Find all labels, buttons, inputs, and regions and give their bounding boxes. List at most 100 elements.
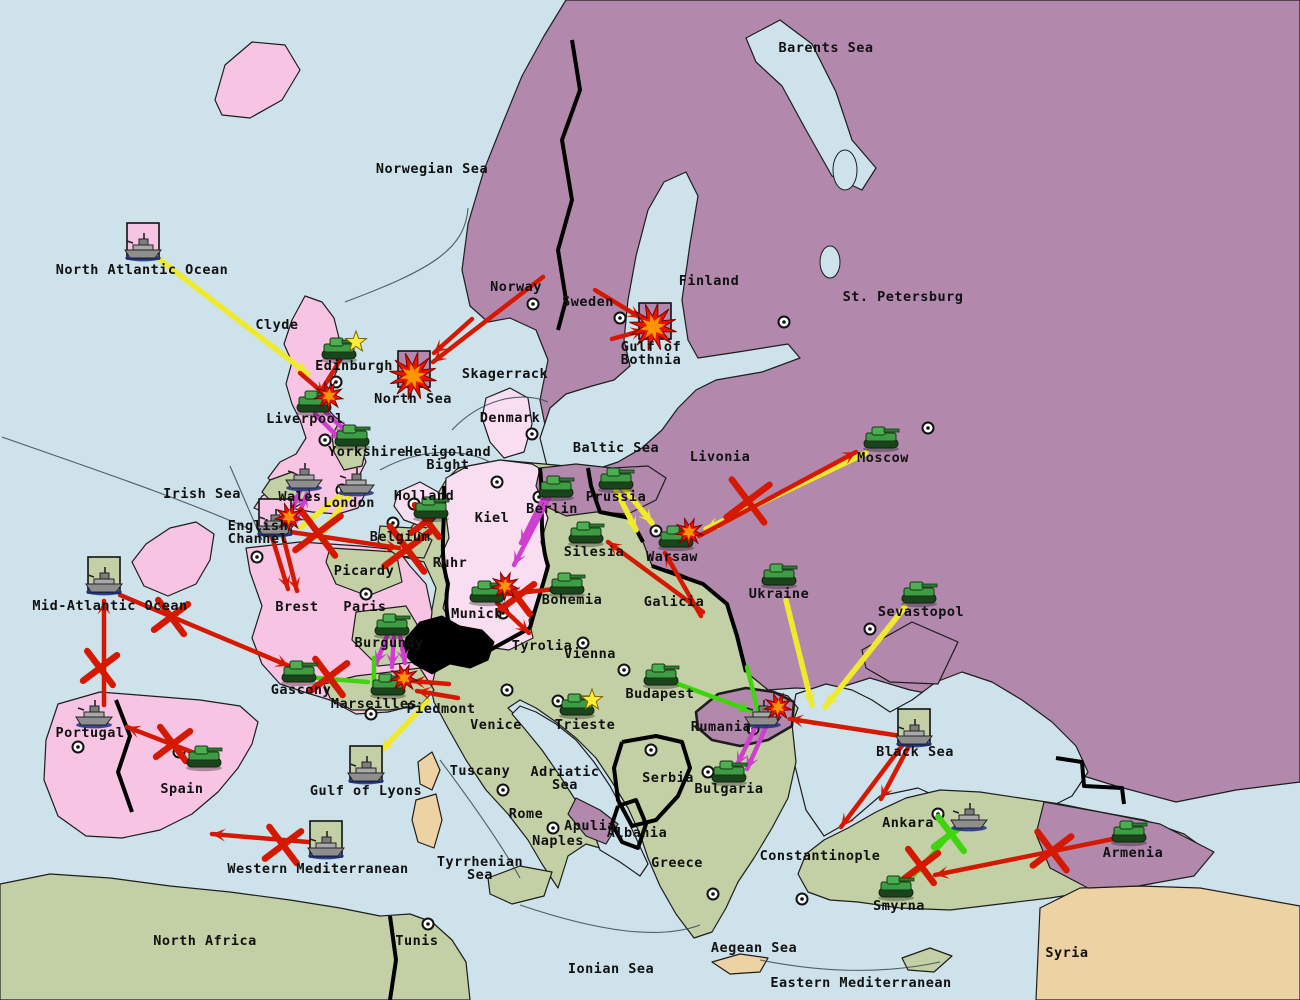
army-ukraine[interactable] <box>761 563 798 590</box>
army-armenia[interactable] <box>1111 820 1148 847</box>
sc-core <box>654 529 658 533</box>
label-picardy: Picardy <box>334 563 394 579</box>
ship-gun <box>287 470 295 474</box>
sea-line-scotland-norway <box>344 207 469 303</box>
order-arrow-magenta-42 <box>734 721 760 768</box>
fleet-black-sea[interactable] <box>895 708 933 748</box>
arrow-head <box>521 528 533 543</box>
border-caucasus <box>1055 756 1126 805</box>
fleet-portugal[interactable] <box>75 700 113 729</box>
label-burgundy: Burgundy <box>354 635 423 651</box>
label-heligoland-bight: Heligoland Bight <box>405 444 491 473</box>
arrow-head <box>706 517 721 530</box>
supply-center-dot <box>71 740 85 754</box>
label-north-sea: North Sea <box>374 391 452 407</box>
fleet-western-mediterranean[interactable] <box>307 820 345 860</box>
army-moscow[interactable] <box>863 426 900 453</box>
fleet-london[interactable] <box>337 468 375 497</box>
ship-hull <box>85 583 123 593</box>
failed-order-layer <box>79 476 1075 887</box>
army-silesia[interactable] <box>568 521 605 548</box>
arrow-head <box>802 690 816 705</box>
sc-core <box>622 668 626 672</box>
army-smyrna[interactable] <box>878 875 915 902</box>
ship-hull <box>347 772 385 782</box>
arrow-head <box>746 754 759 769</box>
arrow-shaft <box>605 539 706 615</box>
sc-core <box>323 438 327 442</box>
label-constantinople: Constantinople <box>760 848 881 864</box>
order-arrow-red-23 <box>605 539 706 615</box>
region-switzerland <box>401 615 495 675</box>
fleet-north-atlantic[interactable] <box>124 222 162 262</box>
x-stroke <box>150 600 192 634</box>
ship-deck <box>345 479 367 486</box>
tank-barrel <box>883 428 900 433</box>
arrow-shaft <box>518 496 546 546</box>
label-denmark: Denmark <box>480 410 540 426</box>
explosion-inner <box>640 314 666 340</box>
ship-tower <box>361 761 372 769</box>
supply-center-dot <box>546 821 560 835</box>
label-apulia: Apulia <box>564 818 616 834</box>
arrow-shaft <box>124 724 200 757</box>
army-bohemia[interactable] <box>549 572 586 599</box>
fleet-gulf-of-lyons[interactable] <box>347 745 385 785</box>
x-stroke <box>261 828 305 862</box>
army-yorkshire[interactable] <box>334 424 371 451</box>
order-arrow-red-30 <box>838 740 907 830</box>
sc-core <box>334 380 338 384</box>
dislodge-explosion-6 <box>388 662 420 694</box>
label-serbia: Serbia <box>642 770 694 786</box>
ship-tower <box>299 468 310 476</box>
supply-center-dot <box>490 475 504 489</box>
label-marseilles: Marseilles <box>331 696 417 712</box>
tank-turret <box>769 563 784 573</box>
army-gascony[interactable] <box>281 660 318 687</box>
sc-core <box>364 592 368 596</box>
label-spain: Spain <box>160 781 203 797</box>
arrow-shaft <box>932 836 1116 878</box>
arrow-shaft <box>734 721 760 768</box>
arrow-shaft <box>878 743 912 802</box>
army-bulgaria[interactable] <box>711 760 748 787</box>
army-holland[interactable] <box>413 496 450 523</box>
x-stroke <box>79 651 121 685</box>
army-berlin[interactable] <box>538 475 575 502</box>
arrow-shaft <box>592 287 644 321</box>
ship-hull <box>124 249 162 259</box>
arrow-head <box>381 736 395 751</box>
supply-center-dot <box>644 743 658 757</box>
sc-core <box>782 320 786 324</box>
army-budapest[interactable] <box>643 663 680 690</box>
fleet-wales[interactable] <box>285 463 323 492</box>
arrow-shaft <box>280 533 300 594</box>
failed-move-x-red-6 <box>152 723 194 765</box>
fleet-ankara[interactable] <box>950 803 988 832</box>
army-spain[interactable] <box>186 745 223 772</box>
arrow-head <box>293 360 308 374</box>
label-syria: Syria <box>1045 945 1088 961</box>
tank-turret <box>382 613 397 623</box>
fleet-mid-atlantic[interactable] <box>85 556 123 596</box>
supply-center-dot <box>863 622 877 636</box>
island-crete <box>711 953 769 975</box>
failed-move-x-red-8 <box>307 655 351 699</box>
lake-ladoga <box>832 149 858 191</box>
label-norwegian-sea: Norwegian Sea <box>376 161 488 177</box>
x-stroke <box>723 481 773 521</box>
order-arrow-layer <box>97 249 1116 879</box>
failed-move-x-red-7 <box>261 823 305 867</box>
tank-turret <box>719 760 734 770</box>
x-stroke <box>900 849 942 883</box>
arrow-shaft <box>430 274 546 365</box>
label-ionian-sea: Ionian Sea <box>568 961 654 977</box>
failed-move-x-red-3 <box>723 476 773 526</box>
army-burgundy[interactable] <box>374 613 411 640</box>
tank-turret <box>477 580 492 590</box>
army-prussia[interactable] <box>598 467 635 494</box>
army-sevastopol[interactable] <box>901 581 938 608</box>
sea-line-skagerrack <box>451 396 549 431</box>
